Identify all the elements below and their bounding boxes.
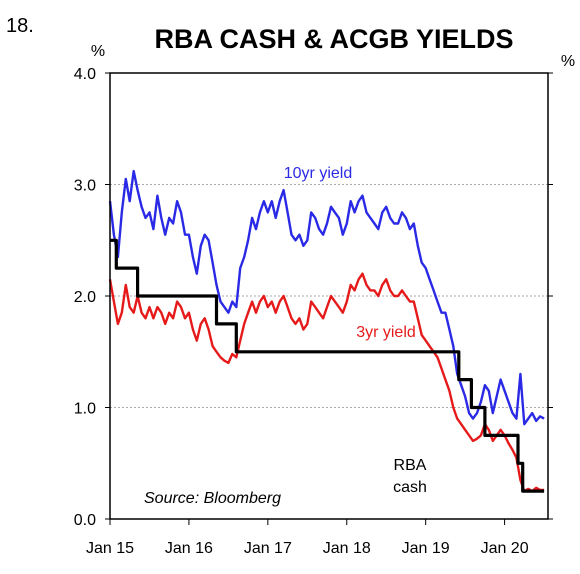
x-tick-label: Jan 16 <box>165 540 213 557</box>
figure-number: 18. <box>6 15 34 37</box>
chart-title: RBA CASH & ACGB YIELDS <box>154 24 513 54</box>
y-tick-label: 3.0 <box>74 178 96 195</box>
annotation-3yr: 3yr yield <box>356 324 416 341</box>
y-tick-label: 4.0 <box>74 66 96 83</box>
x-tick-label: Jan 18 <box>323 540 371 557</box>
x-tick-label: Jan 15 <box>86 540 134 557</box>
source-note: Source: Bloomberg <box>144 490 281 507</box>
annotation-rba-line1: RBA <box>394 457 427 474</box>
y-tick-label: 0.0 <box>74 512 96 529</box>
annotation-10yr: 10yr yield <box>284 165 352 182</box>
series-10yr-yield-line <box>108 169 545 426</box>
axes: 0.0 1.0 2.0 3.0 4.0 Jan 15 Jan 16 Jan 17 Jan 18 J… <box>74 66 553 557</box>
annotation-rba-line2: cash <box>393 479 427 496</box>
left-unit-label: % <box>91 43 105 60</box>
series-3yr-yield-line <box>108 272 545 493</box>
right-unit-label: % <box>561 53 575 70</box>
series-group <box>108 169 545 493</box>
y-tick-label: 1.0 <box>74 401 96 418</box>
x-tick-label: Jan 17 <box>244 540 292 557</box>
series-rba-cash-line <box>110 238 545 493</box>
y-tick-label: 2.0 <box>74 289 96 306</box>
x-tick-label: Jan 20 <box>481 540 529 557</box>
x-tick-label: Jan 19 <box>402 540 450 557</box>
